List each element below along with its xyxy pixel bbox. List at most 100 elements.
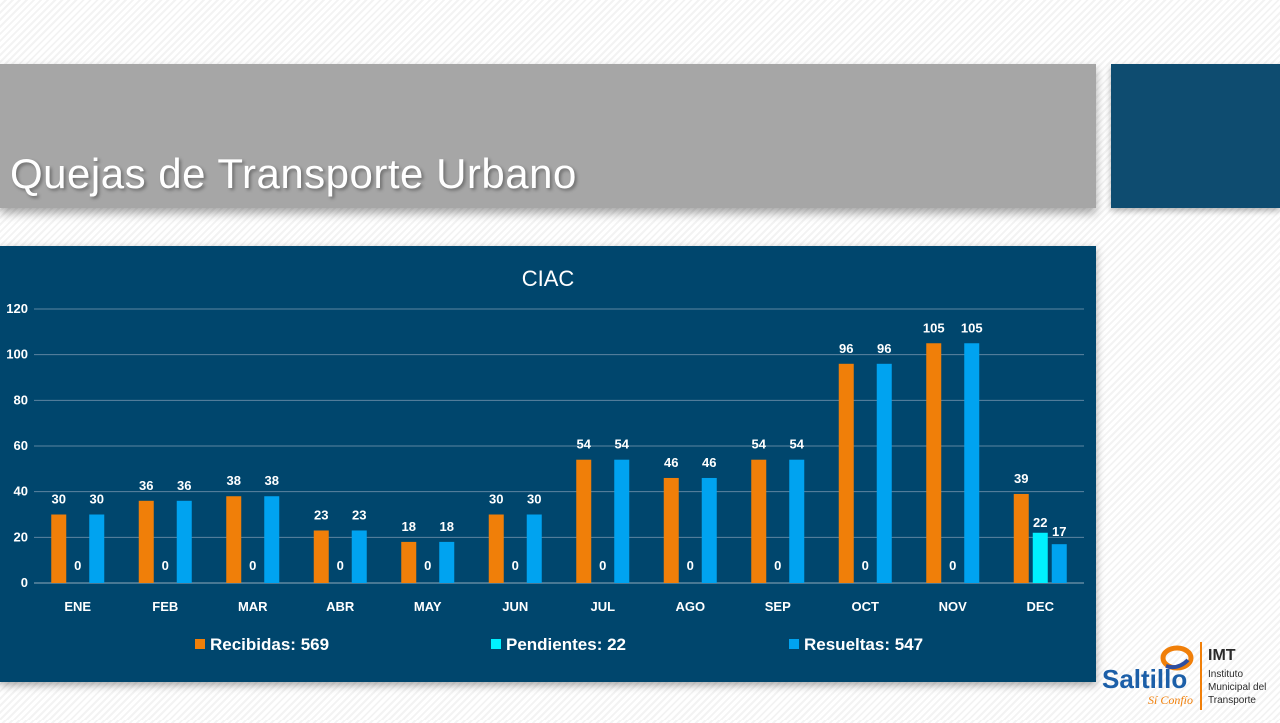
data-label: 30 [90, 492, 104, 507]
bar-chart: CIAC 30 0 30 36 0 36 38 0 38 23 0 23 18 0 18 30 0 30 54 0 54… [6, 266, 1084, 654]
chart-panel: CIAC 30 0 30 36 0 36 38 0 38 23 0 23 18 0 18 30 0 30 54 0 54… [0, 246, 1096, 682]
accent-block [1111, 64, 1280, 208]
bar-JUL-2 [614, 459, 630, 583]
slide-title: Quejas de Transporte Urbano [10, 150, 577, 197]
x-tick-label: AGO [675, 599, 705, 614]
x-tick-label: JUN [502, 599, 528, 614]
bar-SEP-0 [751, 459, 767, 583]
bar-OCT-0 [838, 363, 854, 583]
bar-NOV-0 [926, 343, 942, 583]
data-label: 0 [337, 558, 344, 573]
data-label: 30 [489, 492, 503, 507]
bar-DEC-0 [1013, 493, 1029, 583]
bar-AGO-0 [663, 477, 679, 583]
bar-JUN-2 [526, 514, 542, 583]
data-label: 0 [424, 558, 431, 573]
bar-ABR-0 [313, 530, 329, 583]
x-tick-label: SEP [765, 599, 791, 614]
data-label: 96 [877, 341, 891, 356]
data-label: 23 [352, 507, 366, 522]
logo-line3: Transporte [1208, 695, 1256, 706]
legend-swatch [491, 639, 501, 649]
bar-MAR-0 [226, 496, 242, 583]
logo-brand: Saltillo [1102, 664, 1187, 694]
legend-swatch [195, 639, 205, 649]
x-tick-label: MAY [414, 599, 442, 614]
title-band [0, 64, 1096, 208]
saltillo-swirl-icon [1160, 645, 1194, 671]
x-tick-label: NOV [939, 599, 968, 614]
chart-title: CIAC [522, 266, 575, 291]
data-label: 0 [512, 558, 519, 573]
logo-line2: Municipal del [1208, 682, 1266, 693]
y-tick-label: 60 [14, 438, 28, 453]
x-tick-label: ENE [64, 599, 91, 614]
imt-logo: Saltillo Sí Confío IMT Instituto Municip… [1100, 638, 1280, 718]
bar-ENE-0 [51, 514, 67, 583]
data-label: 96 [839, 341, 853, 356]
x-tick-label: ABR [326, 599, 355, 614]
bar-OCT-2 [876, 363, 892, 583]
legend-swatch [789, 639, 799, 649]
data-label: 22 [1033, 515, 1047, 530]
bar-SEP-2 [789, 459, 805, 583]
bar-ABR-2 [351, 530, 367, 583]
data-label: 0 [162, 558, 169, 573]
bar-FEB-0 [138, 500, 154, 583]
data-label: 105 [923, 320, 945, 335]
data-label: 17 [1052, 524, 1066, 539]
data-label: 0 [249, 558, 256, 573]
data-label: 36 [139, 478, 153, 493]
data-label: 36 [177, 478, 191, 493]
data-label: 54 [577, 437, 592, 452]
bar-MAR-2 [264, 496, 280, 583]
bar-DEC-1 [1032, 532, 1048, 583]
data-label: 46 [702, 455, 716, 470]
x-tick-label: JUL [590, 599, 615, 614]
data-label: 54 [790, 437, 805, 452]
data-label: 38 [227, 473, 241, 488]
data-label: 0 [599, 558, 606, 573]
bar-MAY-2 [439, 541, 455, 583]
data-label: 18 [402, 519, 416, 534]
bar-AGO-2 [701, 477, 717, 583]
x-tick-label: OCT [852, 599, 880, 614]
bar-DEC-2 [1051, 544, 1067, 583]
data-label: 30 [527, 492, 541, 507]
bar-ENE-2 [89, 514, 105, 583]
logo-acronym: IMT [1208, 647, 1236, 664]
y-tick-label: 0 [21, 575, 28, 590]
data-label: 0 [774, 558, 781, 573]
data-label: 30 [52, 492, 66, 507]
x-tick-label: MAR [238, 599, 268, 614]
data-label: 0 [862, 558, 869, 573]
y-tick-label: 40 [14, 484, 28, 499]
bar-MAY-0 [401, 541, 417, 583]
bar-FEB-2 [176, 500, 192, 583]
data-label: 54 [615, 437, 630, 452]
x-tick-label: DEC [1027, 599, 1055, 614]
data-label: 18 [440, 519, 454, 534]
data-label: 0 [74, 558, 81, 573]
x-tick-label: FEB [152, 599, 178, 614]
bar-JUN-0 [488, 514, 504, 583]
data-label: 38 [265, 473, 279, 488]
logo-line1: Instituto [1208, 669, 1243, 680]
bar-JUL-0 [576, 459, 592, 583]
y-tick-label: 20 [14, 529, 28, 544]
legend-label: Pendientes: 22 [506, 635, 626, 654]
bar-NOV-2 [964, 343, 980, 583]
y-tick-label: 100 [6, 347, 28, 362]
data-label: 54 [752, 437, 767, 452]
data-label: 0 [687, 558, 694, 573]
y-tick-label: 80 [14, 392, 28, 407]
legend-label: Recibidas: 569 [210, 635, 329, 654]
y-tick-label: 120 [6, 301, 28, 316]
data-label: 46 [664, 455, 678, 470]
data-label: 105 [961, 320, 983, 335]
data-label: 0 [949, 558, 956, 573]
data-label: 39 [1014, 471, 1028, 486]
logo-tagline: Sí Confío [1148, 693, 1193, 707]
legend-label: Resueltas: 547 [804, 635, 923, 654]
data-label: 23 [314, 507, 328, 522]
